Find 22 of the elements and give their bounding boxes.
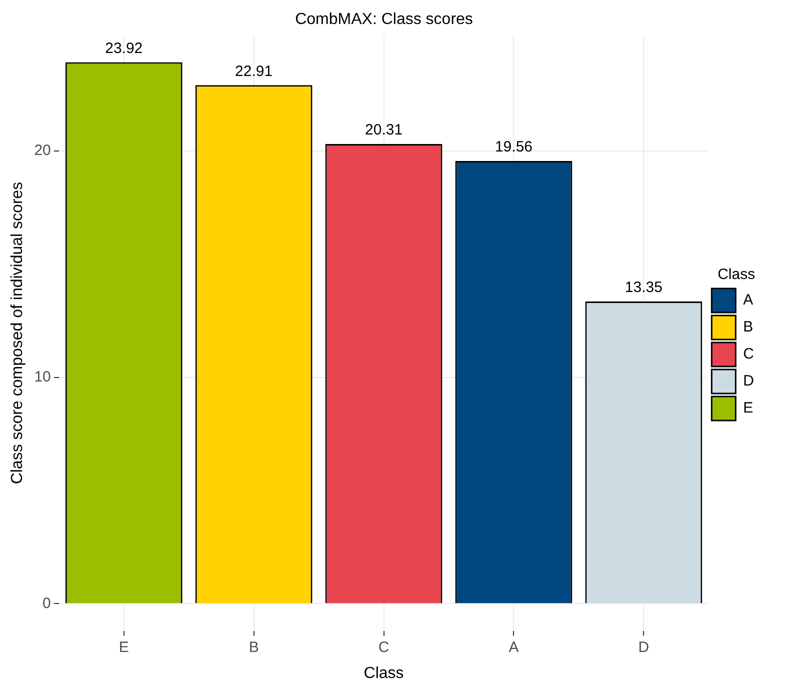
legend-label: E: [743, 400, 754, 417]
legend-label: B: [743, 318, 754, 336]
y-tick-label: 10: [34, 368, 51, 386]
x-tick-label: B: [248, 638, 259, 656]
x-axis-title: Class: [364, 664, 404, 682]
y-axis-title: Class score composed of individual scores: [9, 182, 26, 484]
data-label: 19.56: [494, 138, 533, 156]
x-tick-label: C: [378, 638, 390, 656]
chart-title: CombMAX: Class scores: [295, 11, 473, 28]
legend-title: Class: [718, 266, 756, 284]
x-tick-label: A: [508, 638, 519, 656]
legend-label: D: [743, 372, 754, 390]
x-tick-label: E: [118, 638, 129, 656]
data-label: 20.31: [365, 122, 403, 139]
y-tick-label: 0: [42, 594, 51, 612]
x-tick-label: D: [638, 638, 650, 656]
data-label: 23.92: [105, 40, 143, 57]
legend-label: C: [743, 346, 754, 363]
data-label: 22.91: [235, 62, 273, 80]
y-tick-label: 20: [34, 142, 51, 160]
data-label: 13.35: [624, 279, 662, 296]
legend-label: A: [743, 292, 754, 309]
